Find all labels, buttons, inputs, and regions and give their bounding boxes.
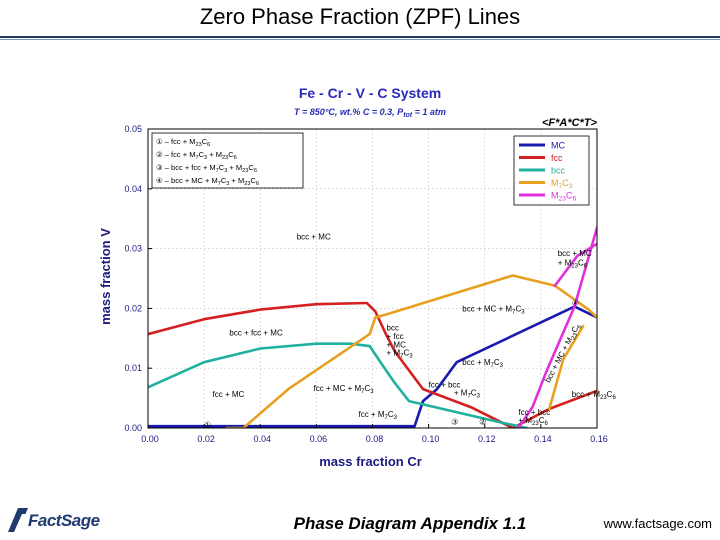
x-tick-label: 0.04: [253, 434, 271, 444]
phase-key-entry: ② – fcc + M7C3​ + M23C6​: [156, 150, 237, 161]
y-tick-label: 0.02: [124, 303, 142, 313]
region-label: ①: [204, 420, 211, 429]
region-label: ④: [572, 298, 579, 307]
y-tick-label: 0.00: [124, 423, 142, 433]
series-line-m7c3: [225, 274, 597, 428]
series-line-fcc: [148, 301, 597, 428]
series-line-m7c3: [547, 324, 585, 411]
region-label: bcc + MC: [558, 249, 592, 258]
y-tick-label: 0.05: [124, 124, 142, 134]
region-label: ②: [479, 417, 486, 426]
x-axis-label: mass fraction Cr: [319, 454, 422, 469]
region-label: fcc + bcc: [518, 408, 550, 417]
legend-label-bcc: bcc: [551, 166, 566, 176]
x-tick-label: 0.06: [310, 434, 328, 444]
region-label: bcc + MC: [297, 233, 331, 242]
x-tick-label: 0.00: [141, 434, 159, 444]
region-label: fcc + M7C3​: [358, 410, 397, 421]
x-tick-label: 0.08: [366, 434, 384, 444]
region-label: bcc + M23C6​: [572, 390, 617, 401]
region-label: + M23C6​: [558, 258, 588, 269]
phase-key-entry: ① – fcc + M23C6​: [156, 137, 210, 148]
region-label: bcc + fcc + MC: [229, 328, 283, 337]
title-divider: [0, 36, 720, 38]
legend-label-m7c3: M7C3​: [551, 178, 573, 190]
x-tick-label: 0.12: [478, 434, 496, 444]
region-label: + fcc: [387, 332, 404, 341]
region-label: fcc + bcc: [429, 380, 461, 389]
phase-key-box: [151, 132, 304, 189]
region-label: bcc: [387, 324, 399, 333]
series-line-m23c6: [517, 226, 597, 428]
chart-title: Fe - Cr - V - C System: [299, 85, 441, 101]
y-tick-label: 0.01: [124, 363, 142, 373]
footer-website-link[interactable]: www.factsage.com: [603, 516, 712, 531]
y-tick-label: 0.04: [124, 184, 142, 194]
phase-key-entry: ③ – bcc + fcc + M7C3​ + M23C6​: [156, 163, 257, 174]
x-tick-label: 0.14: [534, 434, 552, 444]
phase-key-entry: ④ – bcc + MC + M7C3​ + M23C6​: [156, 176, 259, 187]
series-line-mc: [148, 305, 597, 428]
region-label: bcc + M7C3​: [462, 358, 503, 369]
chart-tag: <F*A*C*T>: [542, 117, 598, 129]
series-line-bcc: [148, 342, 529, 428]
region-label: ③: [451, 417, 458, 426]
factsage-logo-mark: [8, 508, 28, 532]
factsage-logo-text: FactSage: [28, 511, 100, 530]
x-tick-label: 0.16: [590, 434, 608, 444]
x-tick-label: 0.10: [422, 434, 440, 444]
legend-label-m23c6: M23C6​: [551, 191, 577, 203]
x-tick-label: 0.02: [197, 434, 215, 444]
region-label: + M23C6​: [518, 416, 548, 427]
legend-label-mc: MC: [551, 141, 565, 151]
slide-title: Zero Phase Fraction (ZPF) Lines: [199, 4, 521, 29]
region-label: + M7C3​: [387, 349, 414, 360]
footer-caption: Phase Diagram Appendix 1.1: [293, 514, 527, 533]
title-divider-thin: [0, 39, 720, 40]
region-label: + M7C3​: [454, 389, 481, 400]
region-label: fcc + MC: [213, 390, 245, 399]
chart-subtitle: T = 850°C, wt.% C = 0.3, Ptot = 1 atm: [294, 107, 446, 119]
y-tick-label: 0.03: [124, 244, 142, 254]
y-axis-label: mass fraction V: [98, 228, 113, 325]
region-label: + MC: [387, 340, 407, 349]
region-label: bcc + MC + M7C3​: [462, 304, 525, 315]
region-label: fcc + MC + M7C3​: [314, 384, 375, 395]
series-line-m23c6: [553, 242, 597, 288]
legend-label-fcc: fcc: [551, 153, 563, 163]
